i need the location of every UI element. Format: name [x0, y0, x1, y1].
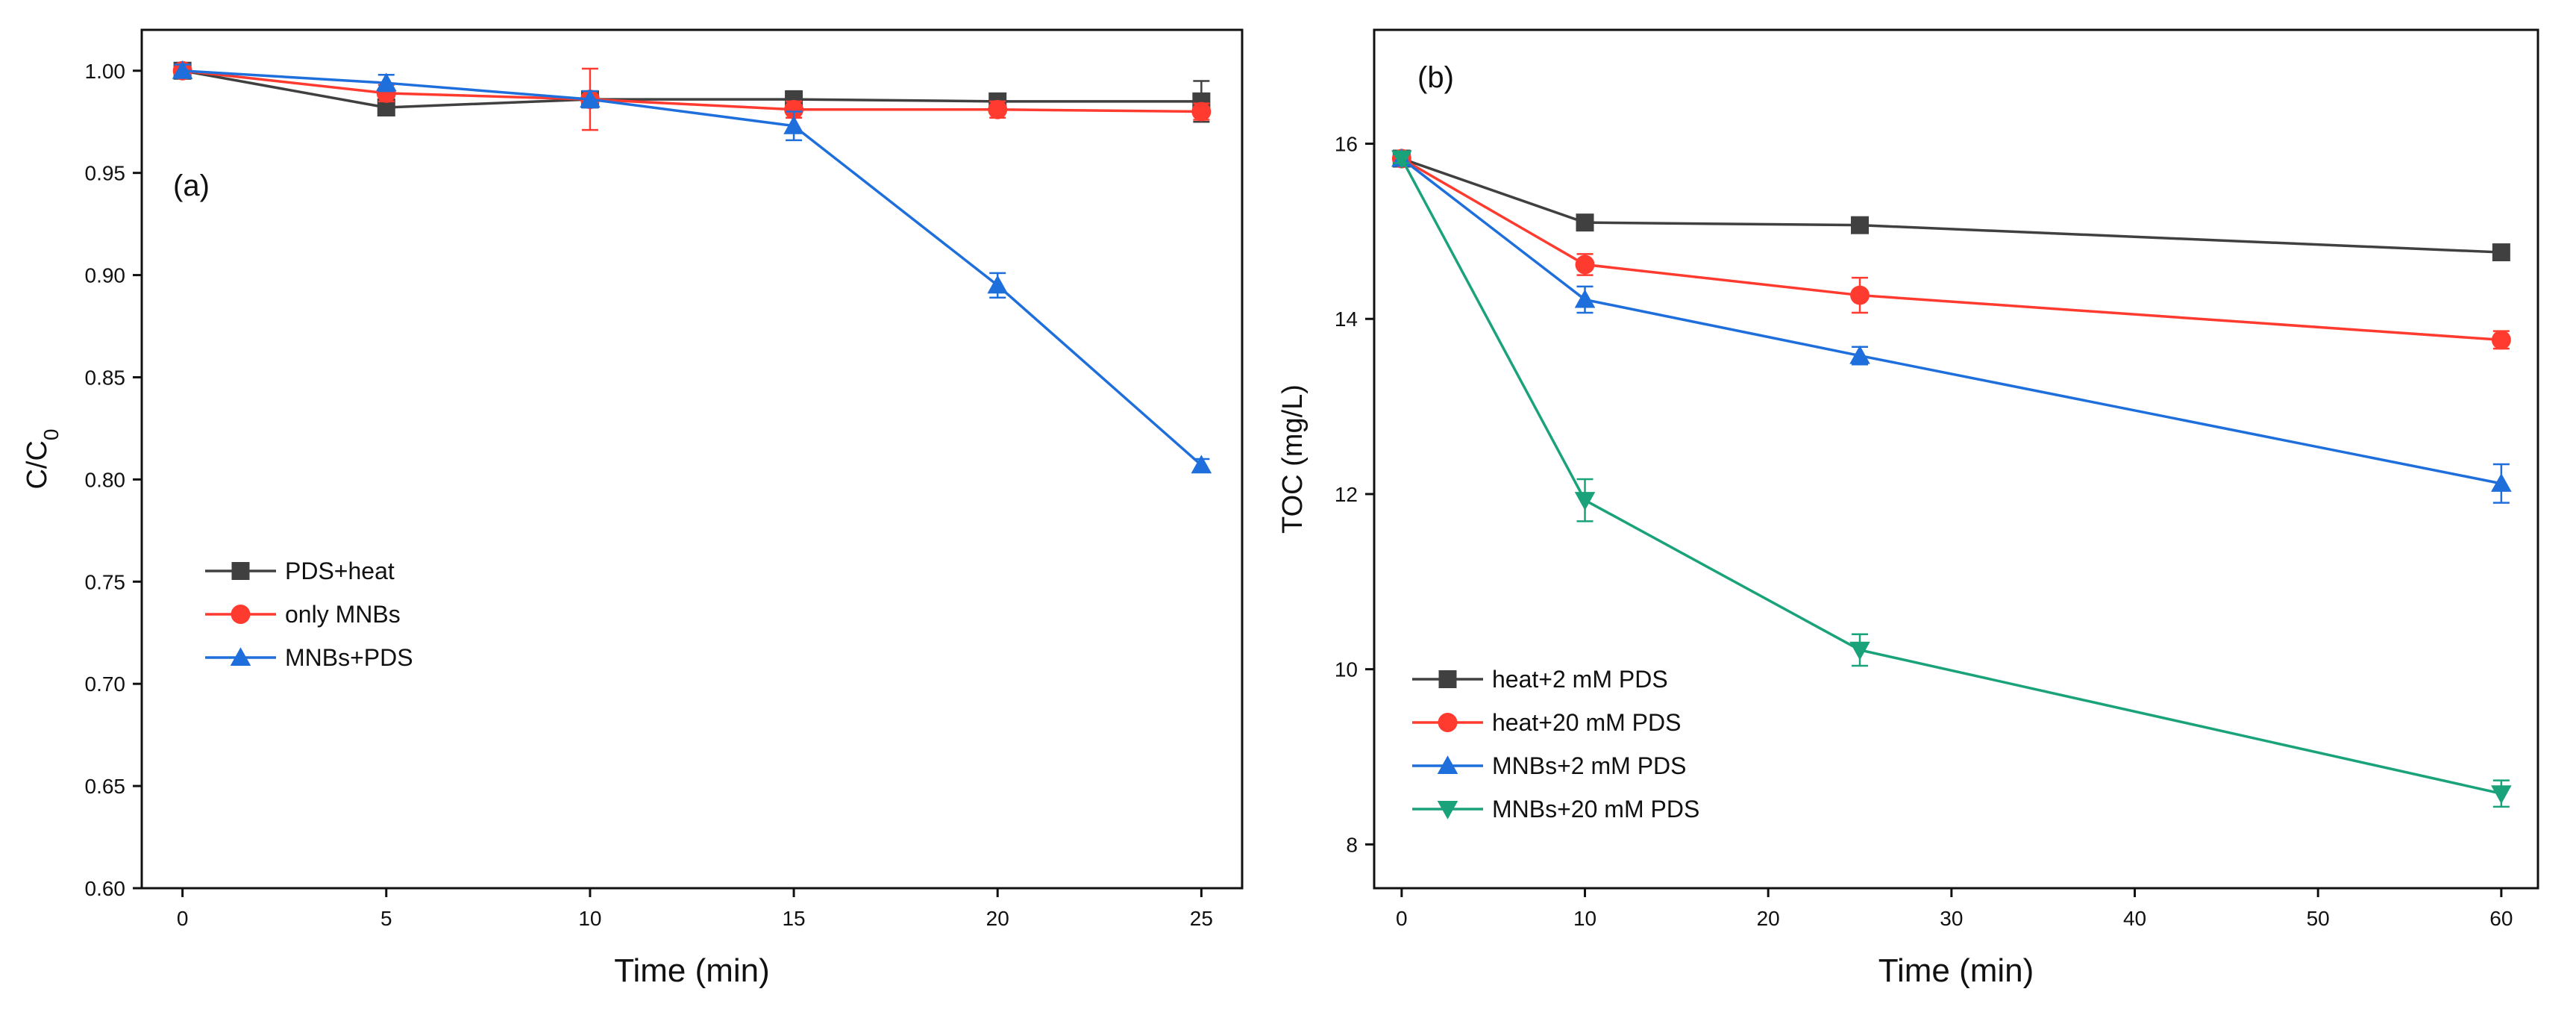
- panel-b-legend-entry: MNBs+2 mM PDS: [1412, 752, 1686, 779]
- panel-b-data-point: [1576, 213, 1594, 232]
- panel-b-x-tick-label: 50: [2307, 907, 2330, 930]
- chart-panel-b: 0 10 20 30 40 50 60 8 10 12 14 16 Time (min) TOC (mg/…: [1277, 28, 2539, 989]
- panel-b-legend-marker: [1437, 800, 1458, 820]
- panel-b-plot-frame: [1373, 28, 2539, 890]
- panel-a-y-tick-label: 1.00: [85, 60, 126, 83]
- panel-b-x-tick-label: 60: [2489, 907, 2513, 930]
- panel-b-x-tick-label: 10: [1573, 907, 1596, 930]
- panel-a-data-point: [783, 115, 804, 134]
- panel-a-y-tick-label: 0.70: [85, 672, 126, 696]
- panel-b-y-axis-title: TOC (mg/L): [1277, 384, 1309, 534]
- panel-b-series-line: [1401, 157, 2501, 254]
- panel-b-data-point: [1849, 345, 1870, 364]
- panel-a-x-axis-title: Time (min): [614, 952, 770, 989]
- panel-b-data-point: [1575, 255, 1595, 275]
- panel-b-legend-marker: [1438, 713, 1458, 732]
- panel-a-data-point: [172, 60, 193, 79]
- panel-b-data-point: [1391, 150, 1412, 169]
- panel-a-data-point: [1191, 102, 1212, 122]
- chart-panel-a: 0 5 10 15 20 25 0.60 0.65 0.70 0.75 0.80 0.85 0.90 0.…: [22, 28, 1244, 989]
- panel-b-data-point: [1849, 641, 1870, 661]
- panel-a-x-tick-label: 20: [986, 907, 1009, 930]
- panel-a-data-point: [1191, 455, 1212, 474]
- panel-b-series-line: [1400, 157, 2502, 485]
- panel-a-series-line: [182, 69, 1202, 113]
- panel-a-legend-entry: MNBs+PDS: [205, 644, 413, 671]
- panel-b-data-point: [1574, 492, 1596, 511]
- panel-b-data-point: [1850, 285, 1870, 305]
- panel-b-y-tick-label: 12: [1335, 483, 1358, 506]
- panel-a-y-tick-label: 0.85: [85, 366, 126, 389]
- panel-b-x-tick-label: 20: [1757, 907, 1780, 930]
- panel-b-data-point: [2491, 473, 2512, 492]
- panel-b-x-tick-label: 30: [1940, 907, 1963, 930]
- panel-b-y-tick-label: 10: [1335, 658, 1358, 681]
- panel-b-data-point: [2491, 330, 2511, 350]
- panel-b-legend-label: heat+20 mM PDS: [1492, 709, 1681, 736]
- panel-a-legend-label: only MNBs: [285, 601, 401, 628]
- panel-a-series-line: [182, 69, 1203, 466]
- panel-b-label: (b): [1417, 61, 1454, 94]
- panel-a-y-tick-label: 0.60: [85, 877, 126, 900]
- panel-a-legend-entry: PDS+heat: [205, 558, 395, 584]
- panel-a-x-tick-label: 5: [380, 907, 392, 930]
- panel-b-y-tick-label: 8: [1346, 833, 1358, 856]
- panel-b-x-axis-title: Time (min): [1878, 952, 2034, 989]
- panel-a-data-point: [784, 99, 804, 119]
- panel-a-label: (a): [173, 169, 210, 202]
- panel-b-y-tick-label: 14: [1335, 308, 1358, 331]
- panel-b-legend-label: heat+2 mM PDS: [1492, 666, 1668, 693]
- panel-b-legend-entry: MNBs+20 mM PDS: [1412, 796, 1699, 823]
- panel-a-y-tick-label: 0.90: [85, 264, 126, 287]
- panel-b-legend-entry: heat+2 mM PDS: [1412, 666, 1668, 693]
- panel-a-x-tick-label: 15: [782, 907, 805, 930]
- panel-a-legend-marker: [230, 647, 251, 667]
- panel-a-legend-entry: only MNBs: [205, 601, 401, 628]
- panel-a-data-point: [375, 72, 397, 92]
- panel-a-legend-label: MNBs+PDS: [285, 644, 413, 671]
- panel-b-x-tick-label: 40: [2123, 907, 2146, 930]
- panel-b-legend-entry: heat+20 mM PDS: [1412, 709, 1681, 736]
- panel-b-legend-label: MNBs+20 mM PDS: [1492, 796, 1699, 823]
- panel-b-data-point: [1851, 216, 1870, 234]
- panel-b-series-4: [1391, 150, 2512, 808]
- panel-a-series-3: [172, 60, 1212, 474]
- panel-a-x-tick-label: 0: [177, 907, 189, 930]
- panel-a-data-point: [987, 275, 1009, 294]
- panel-b-data-point: [2492, 243, 2510, 262]
- panel-a-legend-marker: [231, 562, 250, 580]
- panel-a-data-point: [988, 99, 1008, 119]
- panel-b-data-point: [2491, 785, 2512, 805]
- panel-b-legend-marker: [1438, 670, 1457, 688]
- panel-b-data-point: [1574, 289, 1596, 308]
- panel-b-series-line: [1400, 157, 2501, 342]
- panel-a-legend-label: PDS+heat: [285, 558, 395, 584]
- panel-b-legend-marker: [1437, 755, 1458, 775]
- panel-a-y-tick-label: 0.80: [85, 468, 126, 491]
- panel-a-series-line: [182, 69, 1202, 109]
- panel-a-y-tick-label: 0.75: [85, 570, 126, 593]
- panel-a-plot-frame: [140, 28, 1244, 890]
- panel-b-y-tick-label: 16: [1335, 133, 1358, 156]
- panel-a-y-axis-title-subscript: 0: [40, 428, 63, 440]
- panel-b-legend-label: MNBs+2 mM PDS: [1492, 752, 1686, 779]
- panel-a-y-tick-label: 0.65: [85, 775, 126, 798]
- panel-b-x-tick-label: 0: [1396, 907, 1408, 930]
- panel-a-data-point: [580, 89, 601, 108]
- panel-b-series-line: [1400, 157, 2502, 795]
- panel-a-legend-marker: [231, 605, 251, 624]
- panel-a-y-tick-label: 0.95: [85, 162, 126, 185]
- panel-a-x-tick-label: 10: [578, 907, 601, 930]
- panel-a-x-tick-label: 25: [1190, 907, 1213, 930]
